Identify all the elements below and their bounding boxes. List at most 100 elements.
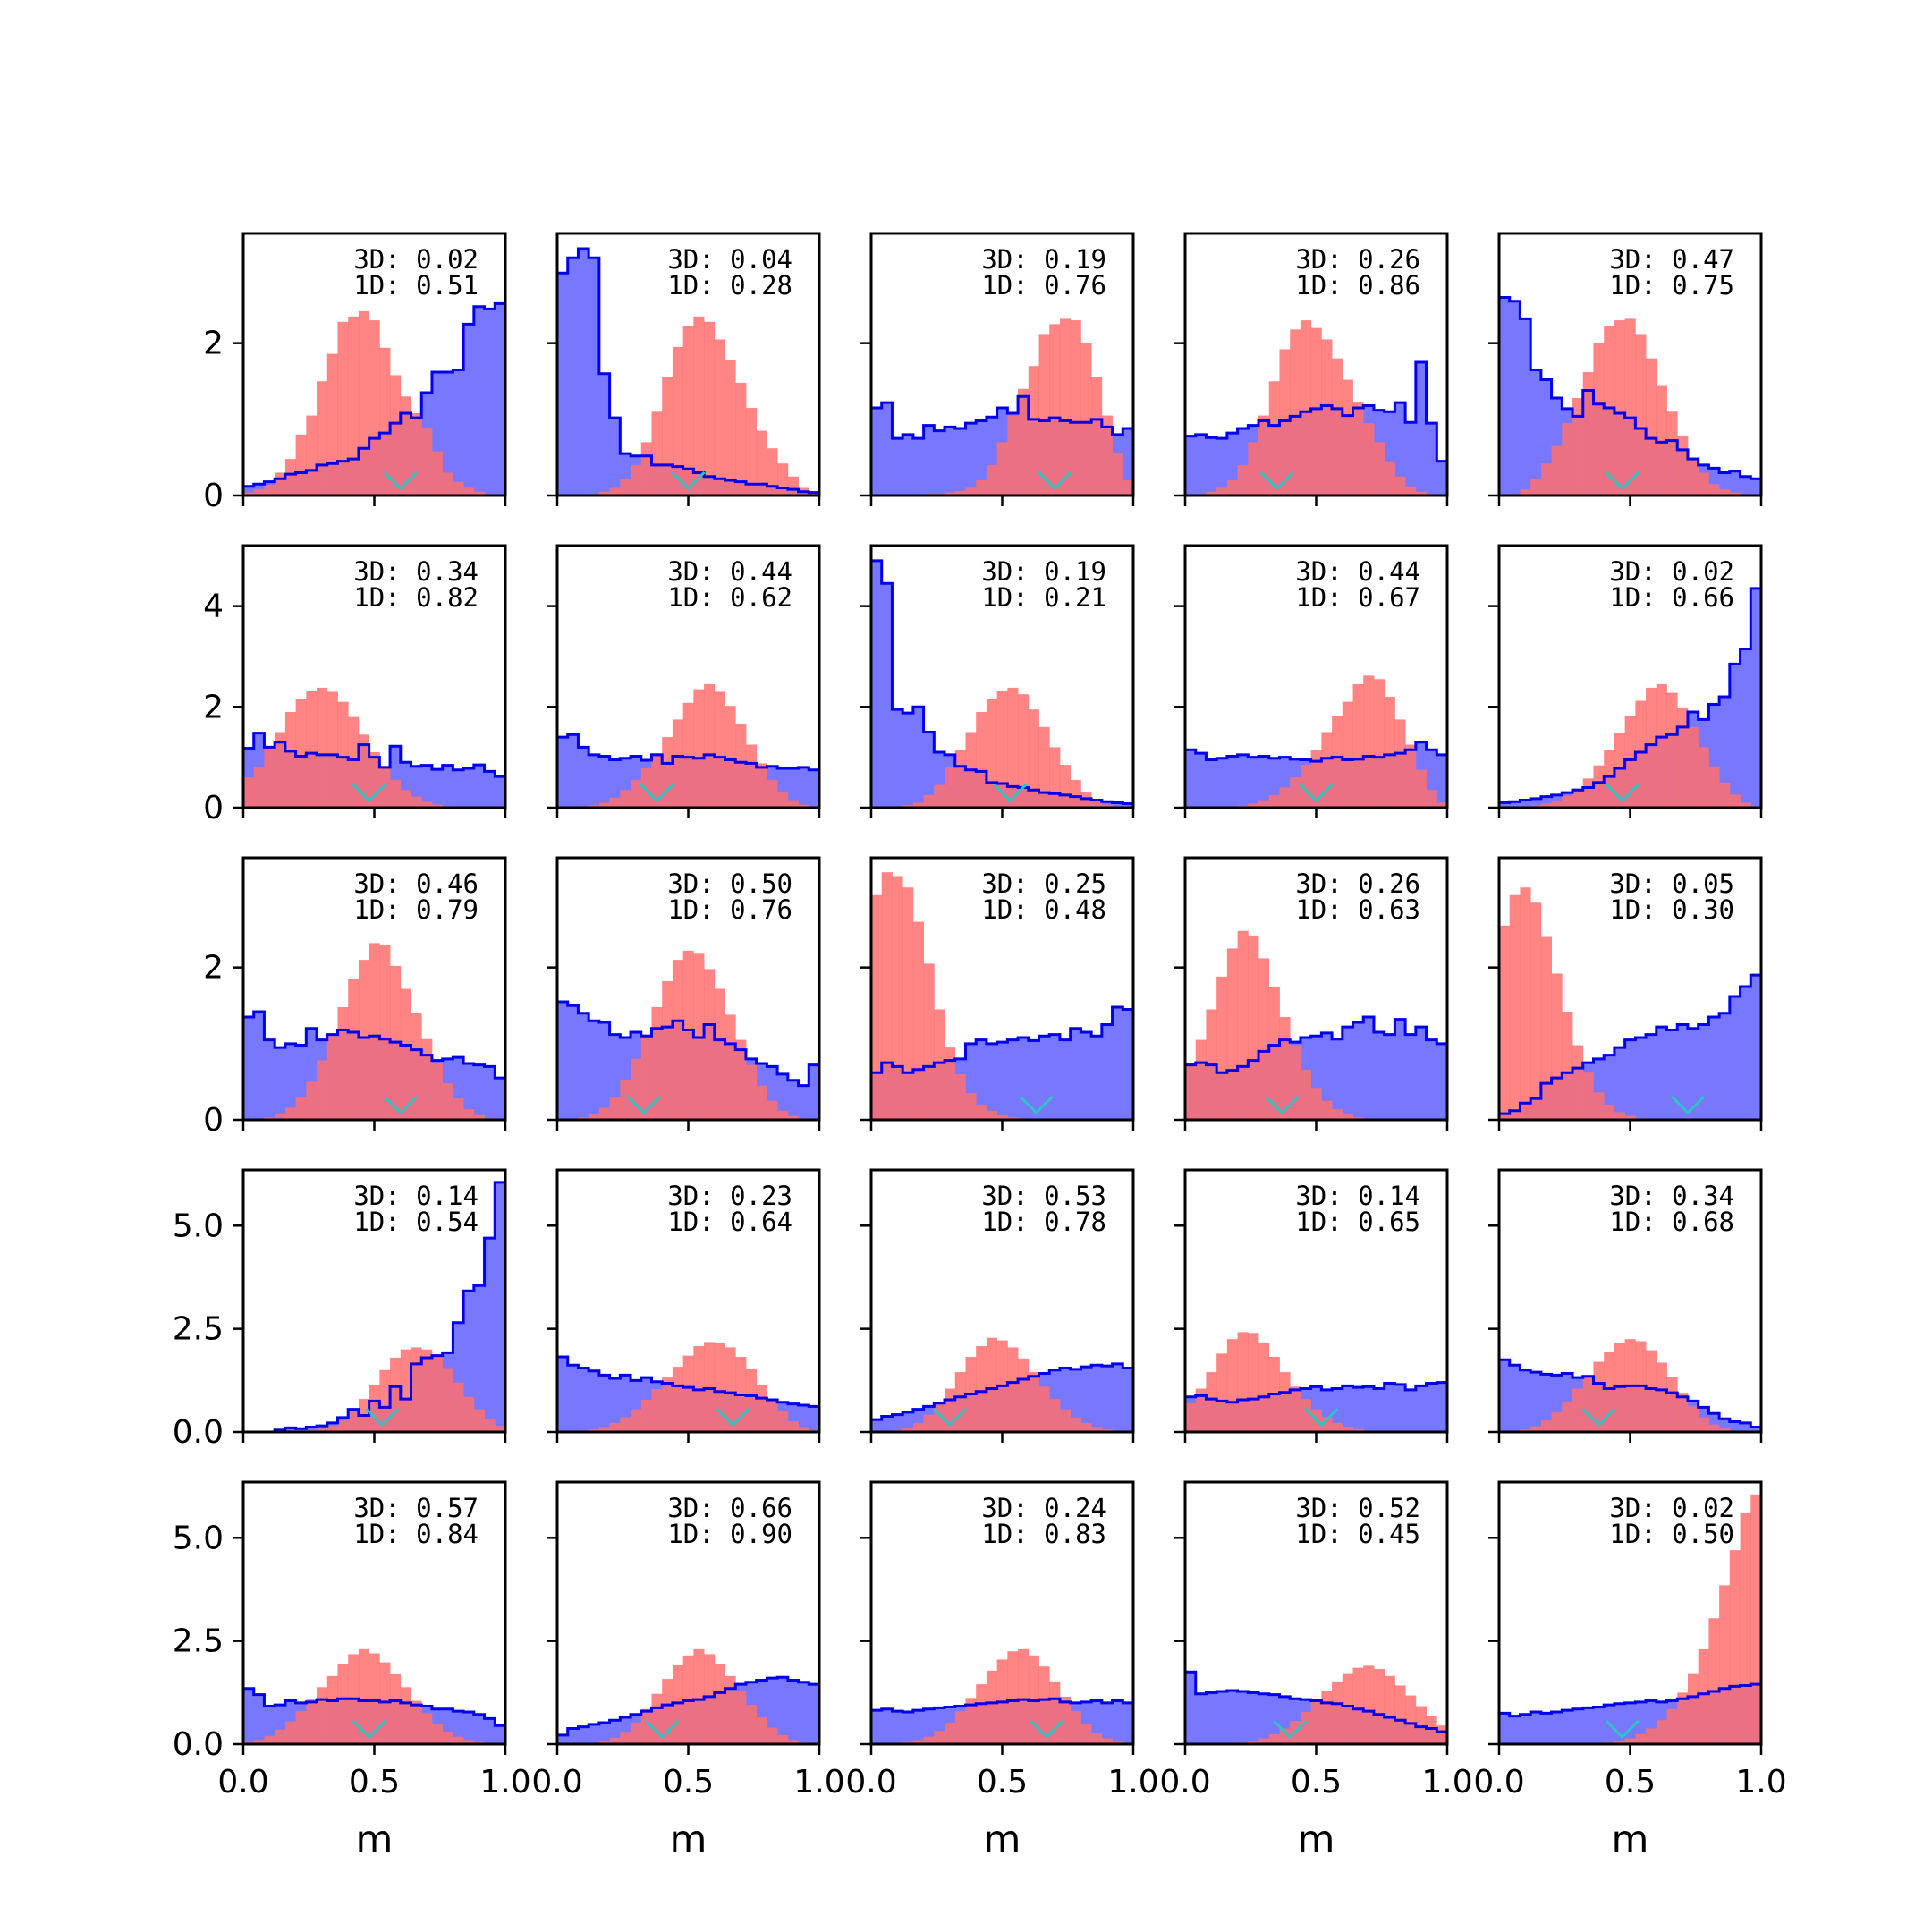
- red-hist-bar: [1248, 935, 1259, 1120]
- y-tick-label: 0: [203, 478, 224, 514]
- x-tick-label: 0.5: [663, 1764, 714, 1801]
- metric-label: 3D: 0.05: [1609, 869, 1734, 899]
- x-axis-label: m: [670, 1818, 708, 1862]
- red-hist-bar: [923, 963, 935, 1120]
- red-hist-bar: [693, 316, 705, 496]
- red-hist-bar: [1499, 925, 1511, 1120]
- red-hist-bar: [1185, 1063, 1197, 1120]
- metric-label: 1D: 0.76: [667, 894, 792, 925]
- red-hist-bar: [473, 1114, 485, 1120]
- red-hist-bar: [1593, 1361, 1605, 1432]
- red-hist-bar: [1038, 726, 1050, 808]
- metric-label: 3D: 0.26: [1295, 869, 1420, 899]
- red-hist-bar: [1352, 1667, 1364, 1744]
- red-hist-bar: [1237, 1332, 1249, 1432]
- red-hist-bar: [495, 1426, 505, 1432]
- red-hist-bar: [1332, 358, 1343, 496]
- red-hist-bar: [704, 321, 716, 496]
- red-hist-bar: [640, 1708, 652, 1744]
- red-hist-bar: [400, 1687, 411, 1744]
- estimate-marker: [671, 470, 706, 491]
- red-hist-bar: [1018, 388, 1030, 496]
- red-hist-bar: [1551, 445, 1563, 496]
- red-hist-bar: [1321, 1100, 1333, 1120]
- red-hist-bar: [1708, 766, 1720, 808]
- red-hist-bar: [1248, 442, 1259, 496]
- red-hist-bar: [431, 1723, 444, 1744]
- red-hist-bar: [295, 1711, 307, 1744]
- y-tick-label: 2.5: [173, 1623, 224, 1660]
- red-hist-bar: [1384, 697, 1395, 808]
- red-hist-bar: [1687, 726, 1699, 808]
- red-hist-bar: [745, 1064, 758, 1120]
- red-hist-bar: [1310, 327, 1322, 496]
- metric-label: 3D: 0.14: [353, 1181, 479, 1211]
- red-hist-bar: [1300, 1712, 1312, 1744]
- red-hist-bar: [1342, 1427, 1353, 1432]
- red-hist-bar: [598, 1741, 610, 1744]
- red-hist-bar: [306, 691, 318, 808]
- red-hist-bar: [1520, 489, 1531, 496]
- red-hist-bar: [1604, 750, 1615, 808]
- red-hist-bar: [253, 1740, 265, 1744]
- red-hist-bar: [1290, 777, 1301, 808]
- estimate-marker: [645, 1719, 680, 1740]
- red-hist-bar: [1070, 1711, 1081, 1744]
- plot-area: [1185, 1332, 1447, 1432]
- red-hist-bar: [724, 1675, 736, 1744]
- red-hist-bar: [1687, 457, 1699, 496]
- x-tick-label: 1.0: [1421, 1764, 1472, 1801]
- red-hist-bar: [912, 802, 924, 808]
- red-hist-bar: [609, 797, 621, 808]
- red-hist-bar: [317, 687, 328, 808]
- x-tick-label: 0.5: [1605, 1764, 1656, 1801]
- red-hist-bar: [453, 481, 464, 496]
- metric-label: 3D: 0.52: [1295, 1493, 1420, 1523]
- red-hist-bar: [326, 691, 338, 808]
- red-hist-bar: [1290, 1386, 1301, 1432]
- red-hist-bar: [1268, 381, 1280, 496]
- red-hist-bar: [965, 1093, 977, 1120]
- red-hist-bar: [1698, 1648, 1709, 1744]
- red-hist-bar: [1300, 1399, 1312, 1432]
- red-hist-bar: [1279, 349, 1291, 496]
- red-hist-bar: [284, 1107, 296, 1120]
- red-hist-bar: [1562, 1012, 1573, 1120]
- metric-label: 1D: 0.83: [981, 1519, 1106, 1549]
- estimate-marker: [1030, 1719, 1064, 1740]
- red-hist-bar: [1112, 453, 1123, 496]
- red-hist-bar: [1415, 491, 1427, 496]
- red-hist-bar: [295, 699, 307, 808]
- red-hist-bar: [1698, 472, 1709, 496]
- red-hist-bar: [1028, 709, 1039, 808]
- metric-label: 3D: 0.23: [667, 1181, 792, 1211]
- plot-area: [243, 1181, 505, 1432]
- red-hist-bar: [1028, 366, 1039, 496]
- red-hist-bar: [756, 1717, 767, 1744]
- red-hist-bar: [411, 1700, 422, 1744]
- red-hist-bar: [724, 1014, 736, 1120]
- red-hist-bar: [1708, 1424, 1720, 1432]
- red-hist-bar: [1687, 1673, 1699, 1744]
- red-hist-bar: [1604, 1352, 1615, 1432]
- red-hist-bar: [1258, 958, 1270, 1120]
- red-hist-bar: [976, 1104, 987, 1120]
- red-hist-bar: [317, 1687, 328, 1744]
- red-hist-bar: [672, 346, 684, 496]
- red-hist-bar: [1708, 484, 1720, 496]
- blue-hist-outline: [1185, 1015, 1447, 1120]
- red-hist-bar: [912, 1422, 924, 1432]
- red-hist-bar: [798, 804, 809, 808]
- plot-area: [871, 559, 1133, 808]
- red-hist-bar: [473, 491, 485, 496]
- red-hist-bar: [1237, 930, 1249, 1120]
- red-hist-bar: [1352, 1428, 1364, 1432]
- red-hist-bar: [693, 1648, 705, 1744]
- red-hist-bar: [945, 767, 956, 808]
